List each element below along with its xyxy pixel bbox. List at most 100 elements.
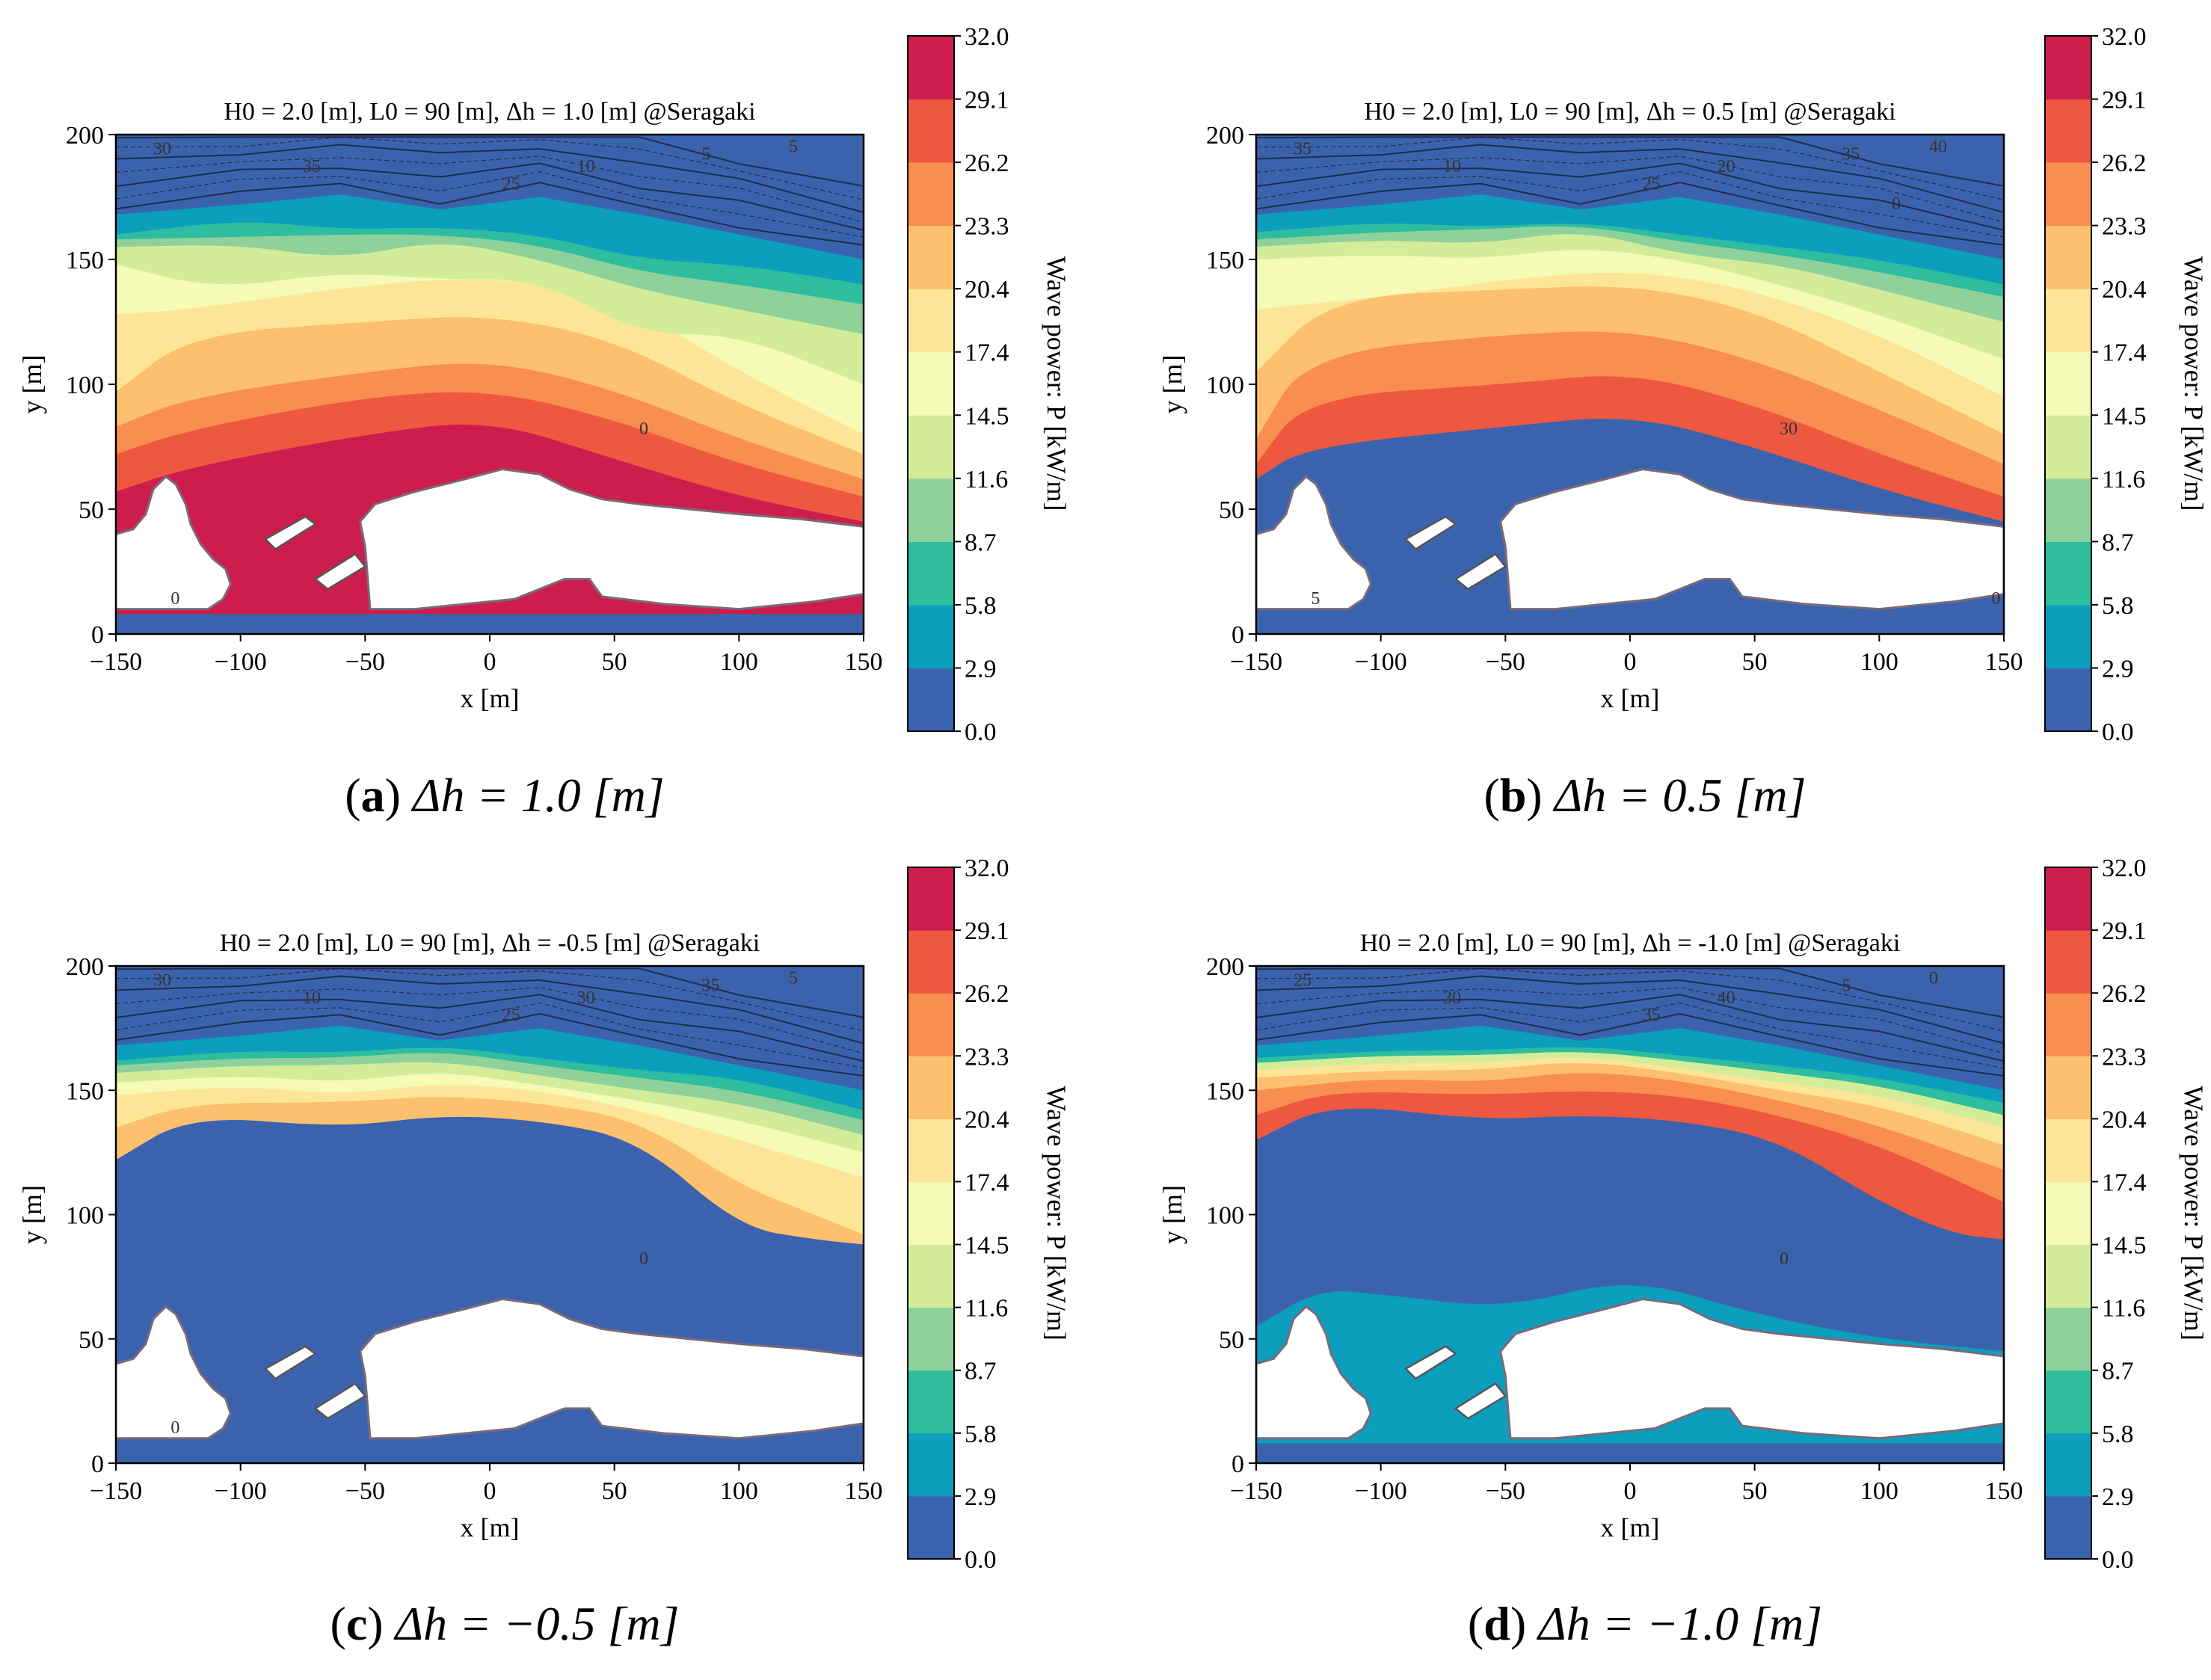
colorbar-segment [2045, 993, 2091, 1056]
colorbar-segment [2045, 604, 2091, 668]
colorbar-tick-label: 2.9 [965, 655, 997, 683]
bathymetry-contour [116, 967, 864, 1032]
colorbar-frame [2044, 867, 2092, 1560]
bathymetry-contour [1256, 182, 2004, 246]
x-tick-label: 50 [1742, 1477, 1768, 1505]
colorbar-tick-label: 0.0 [2102, 1546, 2134, 1574]
caption-paren-open: ( [1468, 1597, 1483, 1650]
x-tick-label: 100 [720, 1477, 758, 1505]
colorbar-tick-label: 32.0 [2102, 855, 2147, 882]
colorbar-tick-label: 17.4 [965, 1169, 1009, 1196]
colorbar-segment [908, 289, 954, 353]
colorbar-tick-label: 2.9 [2102, 655, 2134, 683]
colorbar-tick-label: 5.8 [965, 592, 997, 620]
contour-label: 5 [1311, 589, 1320, 609]
colorbar-segment [2045, 351, 2091, 416]
y-tick-label: 200 [66, 122, 104, 150]
y-tick-label: 50 [79, 1326, 104, 1354]
colorbar-tick-label: 17.4 [2102, 339, 2147, 367]
caption-letter: c [346, 1597, 367, 1650]
caption-paren-close: ) [1510, 1597, 1538, 1650]
contour-label: 10 [303, 988, 321, 1008]
caption-text: Δh = −0.5 [m] [393, 1597, 680, 1650]
caption-paren-close: ) [367, 1597, 395, 1650]
contour-label: 0 [170, 589, 179, 609]
caption-text: Δh = 0.5 [m] [1552, 769, 1806, 822]
x-tick-label: −100 [1355, 1477, 1407, 1505]
colorbar-tick-label: 14.5 [965, 402, 1009, 430]
x-tick-label: −150 [90, 1477, 142, 1505]
x-tick-label: 150 [1985, 1477, 2023, 1505]
colorbar-tick-label: 20.4 [965, 276, 1009, 304]
contour-label: 25 [502, 1006, 520, 1025]
colorbar-tick-label: 2.9 [2102, 1483, 2134, 1511]
bathymetry-contour [1256, 136, 2004, 200]
x-tick-label: 0 [484, 648, 496, 676]
y-tick-label: 100 [66, 372, 104, 399]
y-axis-label: y [m] [1157, 355, 1187, 414]
colorbar-tick-label: 11.6 [2102, 466, 2145, 493]
colorbar-label: Wave power: P [kW/m] [1042, 1086, 1071, 1341]
x-tick-label: −100 [215, 1477, 267, 1505]
breakwater [263, 1345, 317, 1380]
plot-area: 30 10 25 30 35 5 0 0 [116, 966, 864, 1463]
caption-paren-open: ( [1484, 769, 1500, 822]
colorbar-frame [907, 867, 955, 1560]
bathymetry-contour [116, 967, 864, 1018]
colorbar-segment [908, 1244, 954, 1308]
y-tick-label: 150 [1206, 1077, 1244, 1105]
colorbar-segment [908, 1433, 954, 1497]
colorbar-tick-label: 8.7 [965, 1358, 997, 1385]
x-tick-label: −50 [345, 1477, 385, 1505]
bathymetry-contour [116, 994, 864, 1062]
contour-label: 35 [1294, 140, 1311, 159]
contour-label: 25 [1294, 971, 1311, 991]
y-axis-label: y [m] [1157, 1185, 1187, 1244]
colorbar-segment [908, 478, 954, 542]
colorbar-tick-label: 20.4 [2102, 1106, 2147, 1133]
breakwater [1454, 553, 1507, 591]
colorbar-segment [2045, 1056, 2091, 1119]
contour-label: 35 [1842, 144, 1860, 164]
colorbar-segment [908, 604, 954, 668]
main-island [359, 1298, 864, 1440]
bathymetry-contour [116, 1002, 864, 1069]
colorbar-segment [2045, 1307, 2091, 1371]
bathymetry-contour [116, 975, 864, 1044]
west-landmass [1256, 1305, 1372, 1440]
caption-letter: a [361, 769, 385, 822]
breakwater [263, 515, 317, 551]
main-island [1499, 468, 2004, 611]
y-tick-label: 150 [66, 247, 104, 274]
colorbar-tick-label: 29.1 [965, 87, 1009, 114]
west-landmass [116, 475, 232, 611]
colorbar-segment [2045, 225, 2091, 289]
caption-text: Δh = 1.0 [m] [410, 769, 665, 822]
x-tick-label: 0 [1624, 648, 1637, 676]
x-tick-label: −150 [1230, 648, 1282, 676]
x-tick-label: 150 [845, 1477, 883, 1505]
colorbar-segment [2045, 930, 2091, 994]
panel-caption: (b) Δh = 0.5 [m] [1484, 769, 1806, 822]
bathymetry-contour [1256, 967, 2004, 1018]
colorbar-tick-label: 23.3 [2102, 1043, 2147, 1071]
plot-area: 25 30 35 40 5 0 0 [1256, 966, 2004, 1463]
y-tick-label: 150 [66, 1077, 104, 1105]
y-axis-label: y [m] [17, 355, 47, 414]
x-tick-label: 50 [602, 648, 627, 676]
contour-label: 30 [1443, 988, 1461, 1008]
bathymetry-contour [116, 156, 864, 224]
colorbar-tick-label: 32.0 [965, 23, 1009, 51]
y-axis-label: y [m] [17, 1185, 47, 1244]
colorbar-segment [908, 225, 954, 289]
colorbar-segment [2045, 867, 2091, 931]
colorbar-frame [907, 35, 955, 732]
colorbar-segment [2045, 478, 2091, 542]
colorbar-segment [2045, 541, 2091, 606]
contour-label: 0 [1780, 1249, 1789, 1269]
contour-label: 0 [1892, 194, 1901, 214]
breakwater [313, 1382, 367, 1420]
x-axis-label: x [m] [1601, 1513, 1660, 1542]
colorbar-segment [908, 36, 954, 100]
contour-label: 10 [577, 157, 595, 176]
